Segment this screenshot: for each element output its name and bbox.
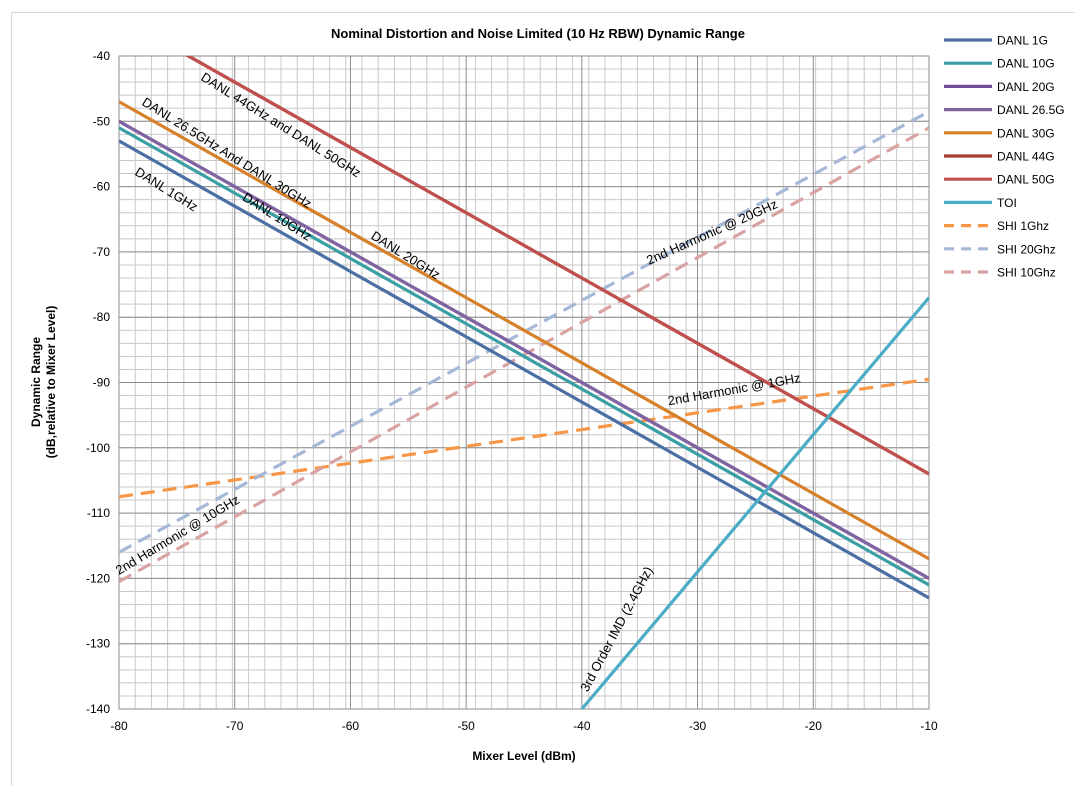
y-tick-label: -130 — [86, 637, 110, 651]
y-tick-label: -90 — [93, 376, 111, 390]
y-tick-label: -70 — [93, 245, 111, 259]
x-tick-label: -50 — [457, 719, 475, 733]
y-tick-label: -120 — [86, 571, 110, 585]
tick-labels: -80 -70 -60 -50 -40 -30 -20 -10-40-50-60-70-80-… — [86, 49, 938, 733]
x-tick-label: -70 — [226, 719, 244, 733]
legend-label: SHI 20Ghz — [997, 242, 1056, 256]
x-tick-label: -10 — [920, 719, 938, 733]
chart-frame — [11, 12, 1075, 786]
grid — [118, 55, 930, 710]
legend-label: SHI 1Ghz — [997, 219, 1049, 233]
series-line-danl-26-5g — [119, 119, 929, 580]
legend-label: DANL 10G — [997, 57, 1055, 71]
chart-title: Nominal Distortion and Noise Limited (10… — [331, 26, 745, 41]
x-tick-label: -30 — [689, 719, 707, 733]
y-tick-label: -80 — [93, 310, 111, 324]
y-axis-label-line1: Dynamic Range — [29, 337, 43, 427]
y-tick-label: -100 — [86, 441, 110, 455]
y-tick-label: -40 — [93, 49, 111, 63]
legend-label: DANL 30G — [997, 126, 1055, 140]
y-axis-label: Dynamic Range (dB,relative to Mixer Leve… — [29, 306, 58, 459]
legend: DANL 1G DANL 10G DANL 20G DANL 26.5G DANL 30… — [944, 34, 1065, 280]
series-line-toi — [580, 296, 929, 709]
legend-label: DANL 50G — [997, 173, 1055, 187]
legend-label: DANL 44G — [997, 150, 1055, 164]
x-tick-label: -60 — [342, 719, 360, 733]
legend-label: DANL 26.5G — [997, 103, 1065, 117]
x-tick-label: -80 — [110, 719, 128, 733]
x-axis-label: Mixer Level (dBm) — [472, 749, 575, 763]
series-line-danl-30g — [119, 100, 929, 561]
legend-label: DANL 20G — [997, 80, 1055, 94]
legend-label: DANL 1G — [997, 34, 1048, 48]
legend-label: SHI 10Ghz — [997, 266, 1056, 280]
y-tick-label: -60 — [93, 180, 111, 194]
y-tick-label: -140 — [86, 702, 110, 716]
x-tick-label: -20 — [805, 719, 823, 733]
y-tick-label: -110 — [87, 506, 110, 520]
series-line-danl-1g — [119, 139, 929, 600]
series-line-danl-10g — [119, 126, 929, 587]
y-tick-label: -50 — [93, 114, 111, 128]
legend-label: TOI — [997, 196, 1017, 210]
series-line-danl-50g — [185, 56, 929, 476]
series-lines — [119, 56, 929, 709]
y-axis-label-line2: (dB,relative to Mixer Level) — [44, 306, 58, 459]
x-tick-label: -40 — [573, 719, 591, 733]
